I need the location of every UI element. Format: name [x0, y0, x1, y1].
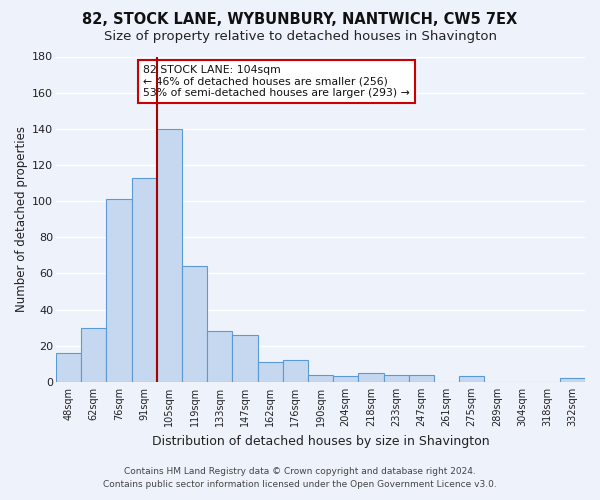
- Bar: [131, 178, 157, 382]
- Text: Size of property relative to detached houses in Shavington: Size of property relative to detached ho…: [104, 30, 497, 43]
- Bar: [81, 328, 106, 382]
- Text: Contains HM Land Registry data © Crown copyright and database right 2024.
Contai: Contains HM Land Registry data © Crown c…: [103, 467, 497, 489]
- Bar: [308, 374, 333, 382]
- Bar: [56, 353, 81, 382]
- Bar: [358, 373, 383, 382]
- Text: 82, STOCK LANE, WYBUNBURY, NANTWICH, CW5 7EX: 82, STOCK LANE, WYBUNBURY, NANTWICH, CW5…: [82, 12, 518, 28]
- Bar: [106, 200, 131, 382]
- Bar: [560, 378, 585, 382]
- Bar: [459, 376, 484, 382]
- Bar: [283, 360, 308, 382]
- Bar: [257, 362, 283, 382]
- Bar: [232, 335, 257, 382]
- Bar: [333, 376, 358, 382]
- Bar: [383, 374, 409, 382]
- Bar: [409, 374, 434, 382]
- Bar: [182, 266, 207, 382]
- Bar: [157, 129, 182, 382]
- Y-axis label: Number of detached properties: Number of detached properties: [15, 126, 28, 312]
- Text: 82 STOCK LANE: 104sqm
← 46% of detached houses are smaller (256)
53% of semi-det: 82 STOCK LANE: 104sqm ← 46% of detached …: [143, 64, 410, 98]
- X-axis label: Distribution of detached houses by size in Shavington: Distribution of detached houses by size …: [152, 434, 490, 448]
- Bar: [207, 331, 232, 382]
